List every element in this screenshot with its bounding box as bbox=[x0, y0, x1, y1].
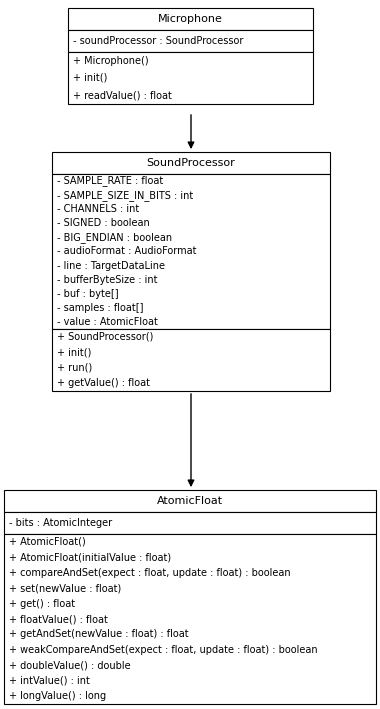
Text: - BIG_ENDIAN : boolean: - BIG_ENDIAN : boolean bbox=[57, 232, 172, 243]
Text: + init(): + init() bbox=[73, 73, 108, 83]
Bar bbox=[68, 52, 313, 104]
Text: + weakCompareAndSet(expect : float, update : float) : boolean: + weakCompareAndSet(expect : float, upda… bbox=[9, 645, 318, 655]
Text: + get() : float: + get() : float bbox=[9, 598, 75, 608]
Text: + intValue() : int: + intValue() : int bbox=[9, 676, 90, 686]
Text: + run(): + run() bbox=[57, 363, 92, 373]
Text: AtomicFloat: AtomicFloat bbox=[157, 496, 223, 506]
Text: + readValue() : float: + readValue() : float bbox=[73, 90, 172, 101]
Text: - SAMPLE_RATE : float: - SAMPLE_RATE : float bbox=[57, 176, 163, 186]
Text: + compareAndSet(expect : float, update : float) : boolean: + compareAndSet(expect : float, update :… bbox=[9, 568, 291, 578]
Text: - SIGNED : boolean: - SIGNED : boolean bbox=[57, 218, 150, 228]
Text: SoundProcessor: SoundProcessor bbox=[147, 158, 235, 168]
Text: - CHANNELS : int: - CHANNELS : int bbox=[57, 204, 139, 214]
Text: + Microphone(): + Microphone() bbox=[73, 56, 149, 66]
Text: - buf : byte[]: - buf : byte[] bbox=[57, 289, 119, 298]
Text: + AtomicFloat(initialValue : float): + AtomicFloat(initialValue : float) bbox=[9, 552, 171, 562]
Text: + SoundProcessor(): + SoundProcessor() bbox=[57, 332, 154, 342]
Text: + floatValue() : float: + floatValue() : float bbox=[9, 614, 108, 624]
Text: - audioFormat : AudioFormat: - audioFormat : AudioFormat bbox=[57, 247, 196, 257]
Bar bbox=[52, 329, 330, 391]
Text: + AtomicFloat(): + AtomicFloat() bbox=[9, 537, 86, 547]
Bar bbox=[52, 152, 330, 174]
Bar bbox=[68, 8, 313, 30]
Bar bbox=[4, 534, 376, 704]
Bar bbox=[4, 512, 376, 534]
Text: - value : AtomicFloat: - value : AtomicFloat bbox=[57, 317, 158, 327]
Text: - samples : float[]: - samples : float[] bbox=[57, 303, 144, 313]
Bar bbox=[68, 30, 313, 52]
Bar bbox=[52, 174, 330, 329]
Text: + getValue() : float: + getValue() : float bbox=[57, 378, 150, 389]
Text: - bufferByteSize : int: - bufferByteSize : int bbox=[57, 274, 157, 285]
Text: + set(newValue : float): + set(newValue : float) bbox=[9, 583, 121, 593]
Bar bbox=[4, 490, 376, 512]
Text: + getAndSet(newValue : float) : float: + getAndSet(newValue : float) : float bbox=[9, 630, 188, 640]
Text: - SAMPLE_SIZE_IN_BITS : int: - SAMPLE_SIZE_IN_BITS : int bbox=[57, 190, 193, 201]
Text: + init(): + init() bbox=[57, 347, 91, 357]
Text: + doubleValue() : double: + doubleValue() : double bbox=[9, 660, 131, 671]
Text: + longValue() : long: + longValue() : long bbox=[9, 691, 106, 701]
Text: - line : TargetDataLine: - line : TargetDataLine bbox=[57, 261, 165, 271]
Text: Microphone: Microphone bbox=[158, 14, 223, 24]
Text: - bits : AtomicInteger: - bits : AtomicInteger bbox=[9, 518, 112, 528]
Text: - soundProcessor : SoundProcessor: - soundProcessor : SoundProcessor bbox=[73, 36, 243, 46]
